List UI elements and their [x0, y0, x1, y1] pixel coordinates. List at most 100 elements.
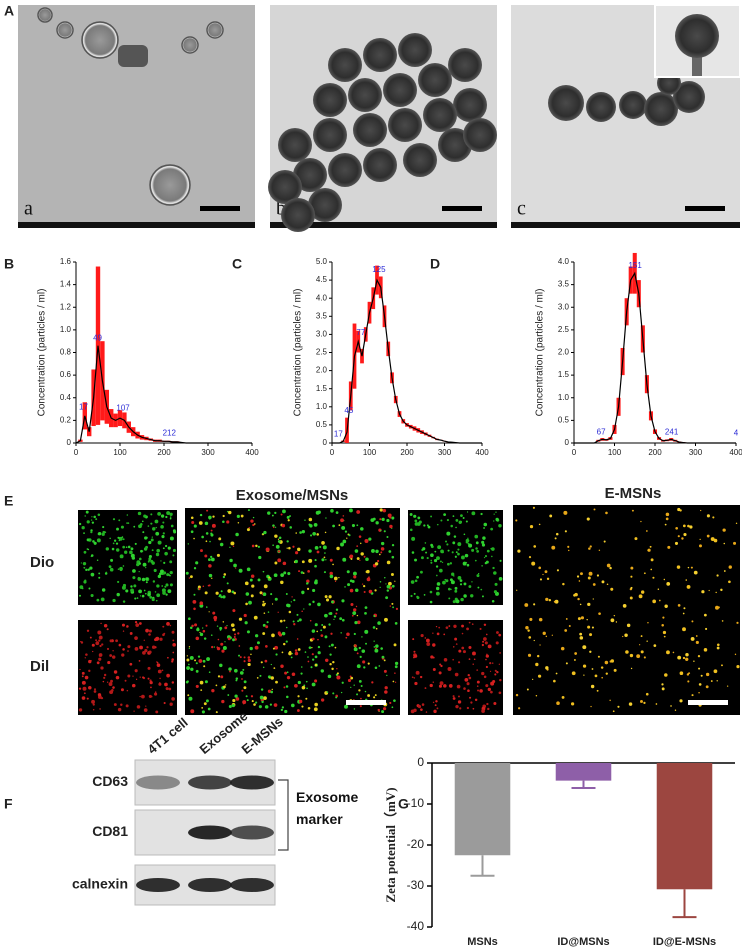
fluorescent-dot — [385, 596, 389, 600]
fluorescent-dot — [491, 555, 493, 558]
fluorescent-dot — [438, 568, 443, 573]
fluorescent-dot — [576, 575, 580, 578]
image-label: b — [276, 198, 286, 220]
fluorescent-dot — [210, 555, 213, 558]
fluorescent-dot — [354, 549, 359, 553]
fluorescent-dot — [432, 701, 435, 704]
x-tick-label: 100 — [608, 448, 622, 457]
fluorescent-dot — [465, 540, 469, 544]
fluorescent-dot — [342, 557, 347, 562]
fluorescent-dot — [592, 598, 594, 600]
fluorescent-dot — [582, 664, 587, 668]
fluorescent-dot — [481, 709, 485, 713]
fluorescent-dot — [301, 610, 303, 613]
fluorescent-dot — [486, 549, 490, 553]
fluorescent-dot — [474, 534, 479, 539]
protein-label: calnexin — [72, 876, 128, 892]
fluorescent-dot — [577, 617, 581, 621]
fluorescent-dot — [647, 622, 649, 624]
fluorescent-dot — [454, 637, 458, 641]
fluorescent-dot — [274, 526, 277, 528]
fluorescent-dot — [245, 592, 250, 596]
fluorescent-dot — [394, 665, 398, 669]
fluorescent-dot — [277, 540, 281, 543]
fluorescent-dot — [80, 641, 84, 644]
fluorescent-dot — [587, 602, 591, 607]
fluorescent-dot — [210, 634, 213, 636]
fluorescent-dot — [223, 685, 226, 689]
blot-band — [230, 878, 274, 892]
y-tick-label: 0 — [417, 755, 424, 769]
fluorescent-dot — [110, 558, 114, 562]
fluorescent-dot — [233, 635, 236, 638]
fluorescent-dot — [314, 679, 318, 683]
fluorescent-dot — [314, 623, 318, 627]
fluorescent-dot — [658, 599, 661, 602]
fluorescent-dot — [640, 699, 643, 703]
fluorescent-dot — [515, 519, 518, 522]
fluorescent-dot — [153, 568, 157, 573]
fluorescent-dot — [386, 584, 391, 589]
fluorescent-dot — [661, 683, 664, 686]
fluorescent-dot — [361, 649, 366, 653]
x-tick-label: 0 — [330, 448, 335, 457]
fluorescent-dot — [564, 530, 567, 533]
aggregate — [118, 45, 148, 67]
fluorescent-dot — [201, 706, 204, 709]
fluorescent-dot — [132, 675, 134, 677]
vesicle — [149, 164, 191, 206]
fluorescent-dot — [149, 595, 153, 599]
fluorescent-dot — [413, 677, 416, 679]
fluorescent-dot — [148, 557, 152, 561]
fluorescent-dot — [91, 699, 95, 704]
fluorescent-dot — [384, 690, 388, 694]
fluorescent-dot — [652, 599, 657, 604]
fluorescent-dot — [301, 705, 304, 708]
fluorescent-dot — [151, 536, 153, 538]
x-tick-label: 100 — [113, 448, 127, 457]
fluorescent-dot — [314, 663, 318, 667]
fluorescent-dot — [367, 662, 370, 665]
fluorescent-dot — [275, 680, 278, 684]
fluorescent-dot — [498, 576, 503, 581]
fluorescent-dot — [259, 591, 263, 595]
bracket — [278, 779, 289, 851]
fluorescent-dot — [695, 635, 698, 637]
fluorescent-dot — [430, 553, 434, 558]
fluorescent-dot — [109, 567, 114, 572]
fluorescent-dot — [260, 661, 263, 664]
fluorescent-dot — [166, 573, 170, 577]
fluorescent-dot — [537, 674, 542, 678]
fluorescent-dot — [151, 597, 155, 602]
fluorescent-dot — [340, 542, 344, 547]
fluorescent-dot — [598, 612, 601, 615]
fluorescent-dot — [277, 538, 280, 540]
fluorescent-dot — [115, 542, 119, 545]
fluorescent-dot — [308, 549, 312, 553]
fluorescent-dot — [588, 547, 591, 550]
fluorescent-dot — [413, 708, 417, 713]
fluorescent-dot — [330, 632, 333, 635]
fluorescent-dot — [478, 573, 480, 575]
fluorescent-dot — [109, 690, 114, 695]
fluorescent-dot — [161, 669, 164, 672]
fluorescent-dot — [693, 660, 695, 662]
fluorescent-dot — [131, 683, 136, 688]
fluorescent-dot — [390, 573, 394, 577]
fluorescent-dot — [211, 645, 214, 649]
fluorescent-dot — [200, 549, 203, 552]
fluorescent-dot — [416, 596, 420, 600]
fluorescent-dot — [643, 572, 646, 575]
fluorescent-dot — [247, 658, 251, 663]
scale-bar — [685, 206, 725, 211]
fluorescent-dot — [282, 642, 286, 646]
fluorescent-dot — [82, 686, 87, 691]
fluorescent-dot — [564, 629, 568, 632]
fluorescent-dot — [297, 620, 300, 623]
fluorescent-dot — [350, 676, 354, 680]
y-axis-title: Concentration (particles / ml) — [37, 289, 48, 417]
image-title: Exosome/MSNs — [236, 487, 349, 504]
fluorescent-dot — [437, 545, 442, 550]
fluorescent-dot — [429, 600, 433, 604]
